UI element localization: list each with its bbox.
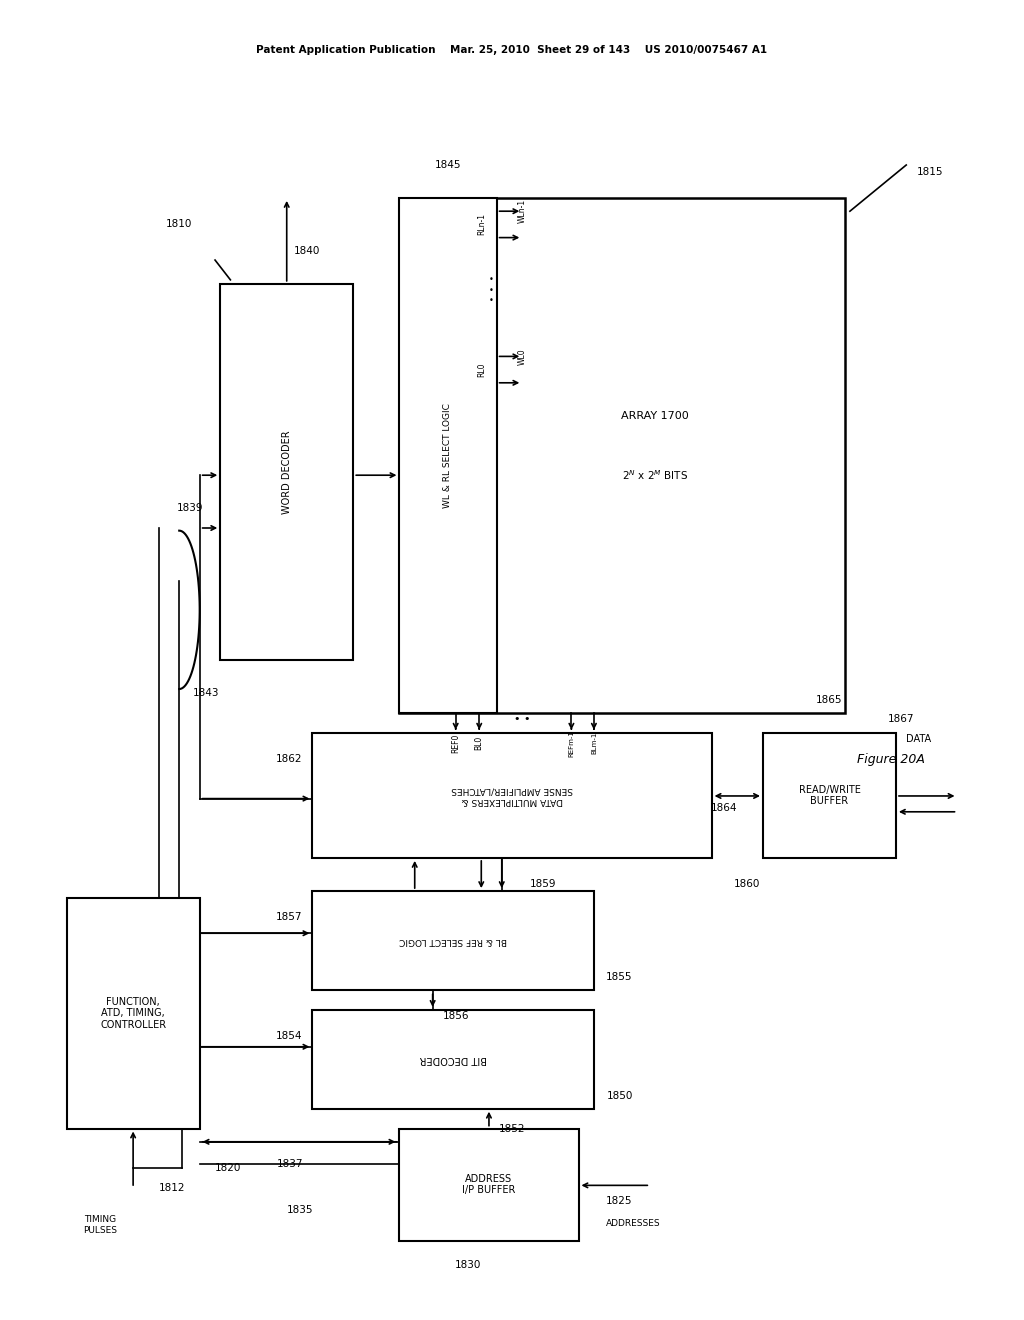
Text: REFm-1: REFm-1 (568, 730, 574, 756)
Text: 1852: 1852 (499, 1123, 525, 1134)
Text: 2$^N$ x 2$^M$ BITS: 2$^N$ x 2$^M$ BITS (623, 469, 688, 482)
Text: RL0: RL0 (477, 363, 485, 376)
Text: BIT DECODER: BIT DECODER (420, 1055, 486, 1064)
Bar (67, 898, 200, 1129)
Text: WLn-1: WLn-1 (518, 199, 526, 223)
Text: Figure 20A: Figure 20A (857, 752, 925, 766)
Text: WL0: WL0 (518, 348, 526, 364)
Text: Patent Application Publication    Mar. 25, 2010  Sheet 29 of 143    US 2010/0075: Patent Application Publication Mar. 25, … (256, 45, 768, 55)
Text: DATA MULTIPLEXERS &
SENSE AMPLIFIER/LATCHES: DATA MULTIPLEXERS & SENSE AMPLIFIER/LATC… (452, 785, 572, 805)
Text: 1862: 1862 (275, 754, 302, 764)
Text: 1810: 1810 (166, 219, 193, 230)
Text: 1860: 1860 (733, 879, 760, 890)
Text: 1857: 1857 (275, 912, 302, 923)
Text: 1837: 1837 (276, 1159, 303, 1170)
Bar (399, 1129, 579, 1241)
Text: 1850: 1850 (606, 1090, 633, 1101)
Text: 1825: 1825 (606, 1196, 633, 1206)
Text: • •: • • (514, 714, 530, 725)
Bar (399, 198, 845, 713)
Text: 1843: 1843 (193, 688, 219, 698)
Text: 1867: 1867 (888, 714, 914, 725)
Bar (312, 1010, 594, 1109)
Text: 1815: 1815 (916, 166, 943, 177)
Text: ADDRESSES: ADDRESSES (606, 1220, 660, 1228)
Text: BL & REF SELECT LOGIC: BL & REF SELECT LOGIC (399, 936, 507, 945)
Bar (312, 891, 594, 990)
Bar (220, 284, 353, 660)
Bar (312, 733, 712, 858)
Text: BL0: BL0 (475, 737, 483, 750)
Text: BLm-1: BLm-1 (591, 733, 597, 754)
Text: 1855: 1855 (606, 972, 633, 982)
Text: ADDRESS
I/P BUFFER: ADDRESS I/P BUFFER (462, 1173, 516, 1196)
Text: READ/WRITE
BUFFER: READ/WRITE BUFFER (799, 784, 860, 807)
Text: TIMING
PULSES: TIMING PULSES (83, 1216, 118, 1234)
Text: 1830: 1830 (456, 1259, 481, 1270)
Text: 1835: 1835 (287, 1205, 313, 1216)
Text: DATA: DATA (906, 734, 932, 744)
Text: 1859: 1859 (529, 879, 556, 890)
Text: 1820: 1820 (215, 1163, 242, 1173)
Text: REF0: REF0 (452, 734, 460, 752)
Bar (763, 733, 896, 858)
Text: 1856: 1856 (442, 1011, 469, 1022)
Text: RLn-1: RLn-1 (477, 214, 485, 235)
Text: 1845: 1845 (435, 160, 461, 170)
Text: 1854: 1854 (275, 1031, 302, 1041)
Text: 1812: 1812 (159, 1183, 185, 1193)
Text: 1840: 1840 (294, 246, 321, 256)
Bar (399, 198, 497, 713)
Text: •
•
•: • • • (489, 276, 494, 305)
Text: 1839: 1839 (177, 503, 204, 513)
Text: WL & RL SELECT LOGIC: WL & RL SELECT LOGIC (443, 403, 453, 508)
Text: ARRAY 1700: ARRAY 1700 (622, 411, 689, 421)
Text: 1865: 1865 (816, 694, 843, 705)
Text: WORD DECODER: WORD DECODER (282, 430, 292, 513)
Text: FUNCTION,
ATD, TIMING,
CONTROLLER: FUNCTION, ATD, TIMING, CONTROLLER (100, 997, 166, 1030)
Text: 1864: 1864 (711, 803, 737, 813)
